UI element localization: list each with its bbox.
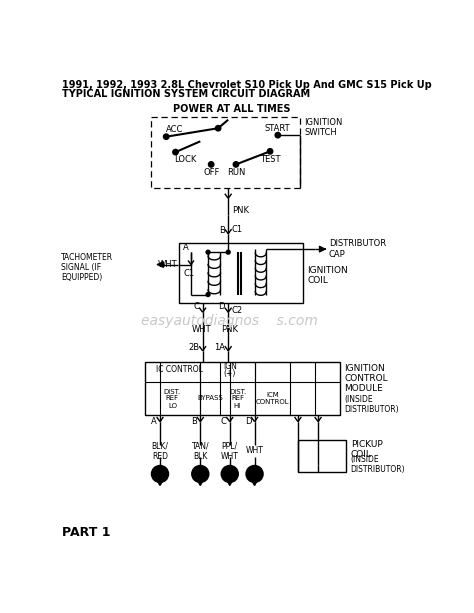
Text: LOCK: LOCK: [174, 155, 196, 164]
Text: 2B: 2B: [188, 343, 200, 352]
Circle shape: [192, 465, 209, 482]
Circle shape: [164, 134, 169, 139]
Text: BYPASS: BYPASS: [198, 395, 223, 402]
Circle shape: [209, 162, 214, 167]
Text: (INSIDE
DISTRIBUTOR): (INSIDE DISTRIBUTOR): [345, 395, 399, 414]
Text: C: C: [226, 469, 234, 479]
Text: C1: C1: [183, 269, 194, 278]
Circle shape: [221, 465, 238, 482]
Text: PICKUP
COIL: PICKUP COIL: [351, 440, 383, 459]
Text: D: D: [245, 417, 251, 426]
Circle shape: [226, 250, 230, 254]
Text: D: D: [219, 302, 225, 311]
Text: START: START: [265, 124, 291, 133]
Text: C2: C2: [231, 306, 242, 315]
Text: A: A: [151, 417, 157, 426]
Text: IGNITION
COIL: IGNITION COIL: [307, 265, 348, 285]
Text: WHT: WHT: [158, 260, 178, 269]
Text: C1: C1: [231, 225, 242, 234]
Text: RUN: RUN: [227, 167, 245, 177]
Bar: [151, 118, 300, 188]
Text: DISTRIBUTOR
CAP: DISTRIBUTOR CAP: [329, 240, 386, 259]
Text: (+): (+): [224, 370, 236, 378]
Text: D: D: [250, 469, 259, 479]
Text: A: A: [183, 243, 189, 252]
Circle shape: [233, 162, 239, 167]
Polygon shape: [223, 473, 236, 485]
Circle shape: [246, 465, 263, 482]
Text: B: B: [219, 226, 225, 235]
Circle shape: [206, 292, 210, 297]
Text: PNK: PNK: [221, 325, 238, 333]
Circle shape: [267, 148, 273, 154]
Text: TAN/
BLK: TAN/ BLK: [191, 441, 209, 460]
Bar: [145, 362, 340, 414]
Bar: [298, 440, 346, 473]
Text: PPL/
WHT: PPL/ WHT: [221, 441, 239, 460]
Circle shape: [152, 465, 169, 482]
Polygon shape: [154, 473, 166, 485]
Text: C: C: [221, 417, 227, 426]
Polygon shape: [194, 473, 207, 485]
Text: easyautodiagnos    s.com: easyautodiagnos s.com: [141, 314, 318, 329]
Text: DIST.
REF
LO: DIST. REF LO: [164, 389, 181, 408]
Polygon shape: [248, 473, 261, 485]
Text: IGN: IGN: [223, 362, 237, 371]
Text: BLK/
RED: BLK/ RED: [152, 441, 168, 460]
Text: C: C: [194, 302, 200, 311]
Bar: [179, 243, 303, 303]
Circle shape: [206, 250, 210, 254]
Text: B: B: [191, 417, 197, 426]
Circle shape: [173, 150, 178, 155]
Text: WHT: WHT: [191, 325, 211, 333]
Text: 1991, 1992, 1993 2.8L Chevrolet S10 Pick Up And GMC S15 Pick Up: 1991, 1992, 1993 2.8L Chevrolet S10 Pick…: [63, 80, 432, 89]
Text: B: B: [196, 469, 204, 479]
Text: ACC: ACC: [166, 125, 183, 134]
Text: IGNITION
CONTROL
MODULE: IGNITION CONTROL MODULE: [345, 364, 388, 394]
Text: IC CONTROL: IC CONTROL: [156, 365, 203, 374]
Text: TEST: TEST: [260, 154, 280, 164]
Text: OFF: OFF: [204, 167, 220, 177]
Text: POWER AT ALL TIMES: POWER AT ALL TIMES: [173, 104, 290, 114]
Text: 1A: 1A: [214, 343, 225, 352]
Text: PNK: PNK: [232, 206, 249, 215]
Text: PART 1: PART 1: [63, 525, 111, 539]
Text: ICM
CONTROL: ICM CONTROL: [255, 392, 289, 405]
Text: IGNITION
SWITCH: IGNITION SWITCH: [304, 118, 343, 137]
Text: (INSIDE
DISTRIBUTOR): (INSIDE DISTRIBUTOR): [351, 455, 405, 474]
Text: TYPICAL IGNITION SYSTEM CIRCUIT DIAGRAM: TYPICAL IGNITION SYSTEM CIRCUIT DIAGRAM: [63, 89, 310, 99]
Text: WHT: WHT: [246, 446, 264, 455]
Circle shape: [215, 126, 221, 131]
Circle shape: [275, 132, 281, 138]
Text: DIST.
REF
HI: DIST. REF HI: [229, 389, 246, 408]
Text: TACHOMETER
SIGNAL (IF
EQUIPPED): TACHOMETER SIGNAL (IF EQUIPPED): [61, 253, 113, 283]
Text: A: A: [155, 469, 164, 479]
